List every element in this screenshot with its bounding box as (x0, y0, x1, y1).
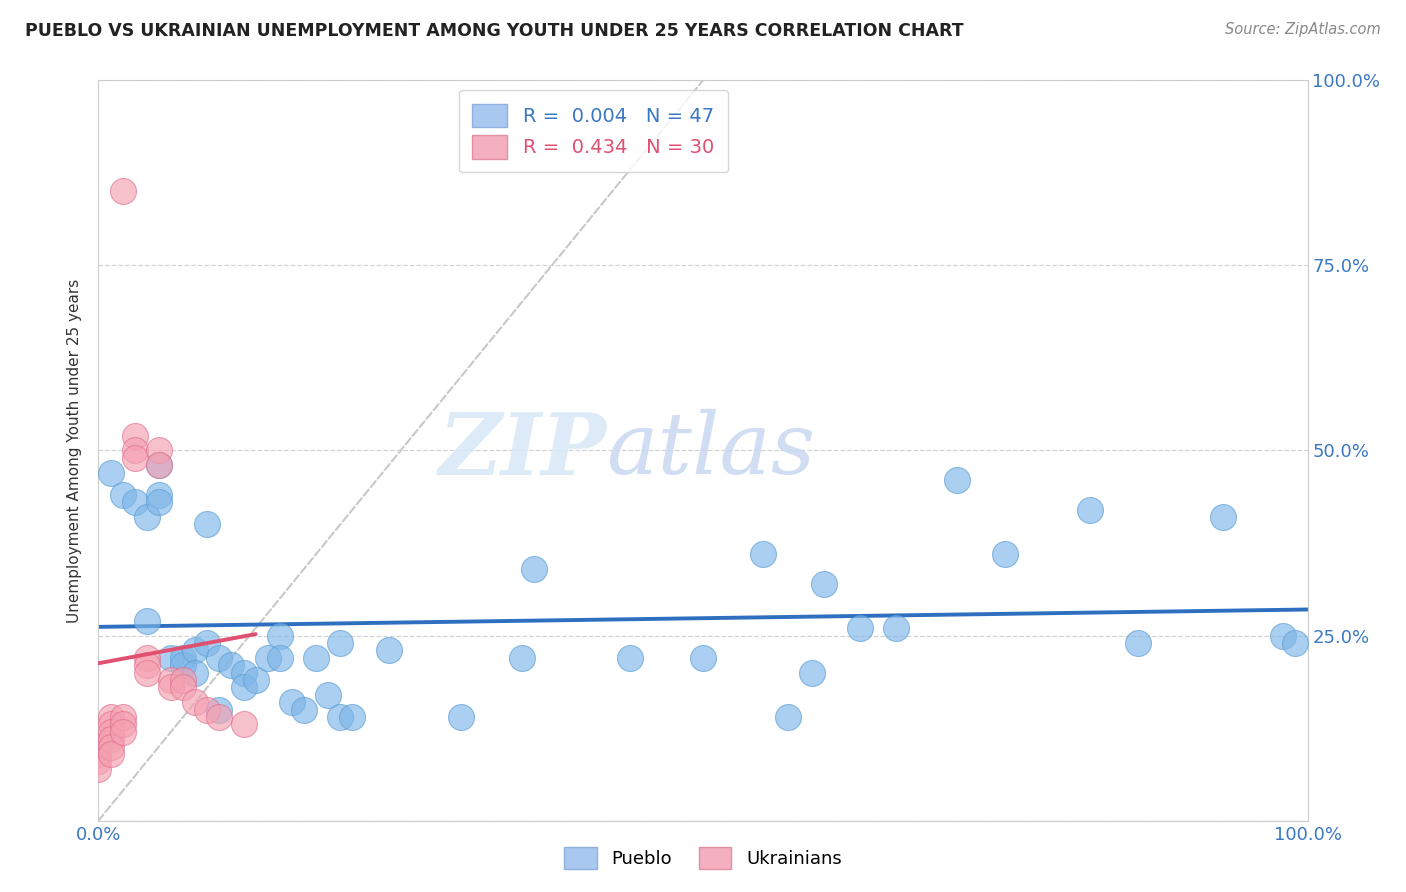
Point (692, 650, 714, 665)
Point (148, 488, 170, 502)
Point (111, 184, 134, 198)
Point (232, 681, 254, 695)
Point (813, 576, 835, 591)
Point (172, 673, 194, 687)
Point (377, 643, 399, 657)
Point (886, 621, 908, 635)
Point (329, 636, 352, 650)
Point (1212, 510, 1234, 524)
Point (135, 658, 157, 673)
Point (195, 517, 218, 532)
Point (148, 443, 170, 458)
Point (148, 495, 170, 509)
Point (523, 562, 546, 576)
Point (752, 547, 775, 561)
Point (111, 724, 134, 739)
Point (208, 710, 231, 724)
Point (1128, 636, 1150, 650)
Point (124, 428, 146, 442)
Point (111, 710, 134, 724)
Point (281, 695, 304, 709)
Point (100, 724, 122, 739)
Legend: Pueblo, Ukrainians: Pueblo, Ukrainians (557, 839, 849, 876)
Point (184, 643, 207, 657)
Point (849, 621, 872, 635)
Point (100, 732, 122, 747)
Point (269, 650, 291, 665)
Point (1272, 628, 1295, 642)
Point (135, 510, 157, 524)
Point (160, 650, 183, 665)
Point (208, 703, 231, 717)
Text: Source: ZipAtlas.com: Source: ZipAtlas.com (1225, 22, 1381, 37)
Point (776, 710, 799, 724)
Point (269, 628, 291, 642)
Point (135, 614, 157, 628)
Point (160, 681, 183, 695)
Point (135, 650, 157, 665)
Point (195, 636, 218, 650)
Point (100, 710, 122, 724)
Point (87, 762, 110, 776)
Point (100, 717, 122, 731)
Point (232, 665, 254, 680)
Point (316, 688, 339, 702)
Point (172, 650, 194, 665)
Point (292, 703, 315, 717)
Point (87, 739, 110, 754)
Point (305, 650, 328, 665)
Point (994, 547, 1017, 561)
Text: atlas: atlas (606, 409, 815, 491)
Point (124, 443, 146, 458)
Point (256, 650, 278, 665)
Point (100, 466, 122, 480)
Point (172, 658, 194, 673)
Point (111, 488, 134, 502)
Point (510, 650, 533, 665)
Point (87, 755, 110, 769)
Point (1284, 636, 1306, 650)
Point (232, 717, 254, 731)
Point (135, 665, 157, 680)
Point (160, 673, 183, 687)
Text: PUEBLO VS UKRAINIAN UNEMPLOYMENT AMONG YOUTH UNDER 25 YEARS CORRELATION CHART: PUEBLO VS UKRAINIAN UNEMPLOYMENT AMONG Y… (25, 22, 965, 40)
Legend: R =  0.004   N = 47, R =  0.434   N = 30: R = 0.004 N = 47, R = 0.434 N = 30 (458, 90, 728, 172)
Point (946, 473, 969, 487)
Point (245, 673, 267, 687)
Point (172, 681, 194, 695)
Point (619, 650, 641, 665)
Point (100, 747, 122, 761)
Point (800, 665, 823, 680)
Text: ZIP: ZIP (439, 409, 606, 492)
Point (184, 665, 207, 680)
Point (1078, 502, 1101, 516)
Point (221, 658, 243, 673)
Point (124, 495, 146, 509)
Point (329, 710, 352, 724)
Point (100, 739, 122, 754)
Point (87, 747, 110, 761)
Point (111, 717, 134, 731)
Point (148, 458, 170, 473)
Point (450, 710, 472, 724)
Point (195, 703, 218, 717)
Point (148, 458, 170, 473)
Point (124, 450, 146, 465)
Point (342, 710, 364, 724)
Point (208, 650, 231, 665)
Y-axis label: Unemployment Among Youth under 25 years: Unemployment Among Youth under 25 years (67, 278, 83, 623)
Point (184, 695, 207, 709)
